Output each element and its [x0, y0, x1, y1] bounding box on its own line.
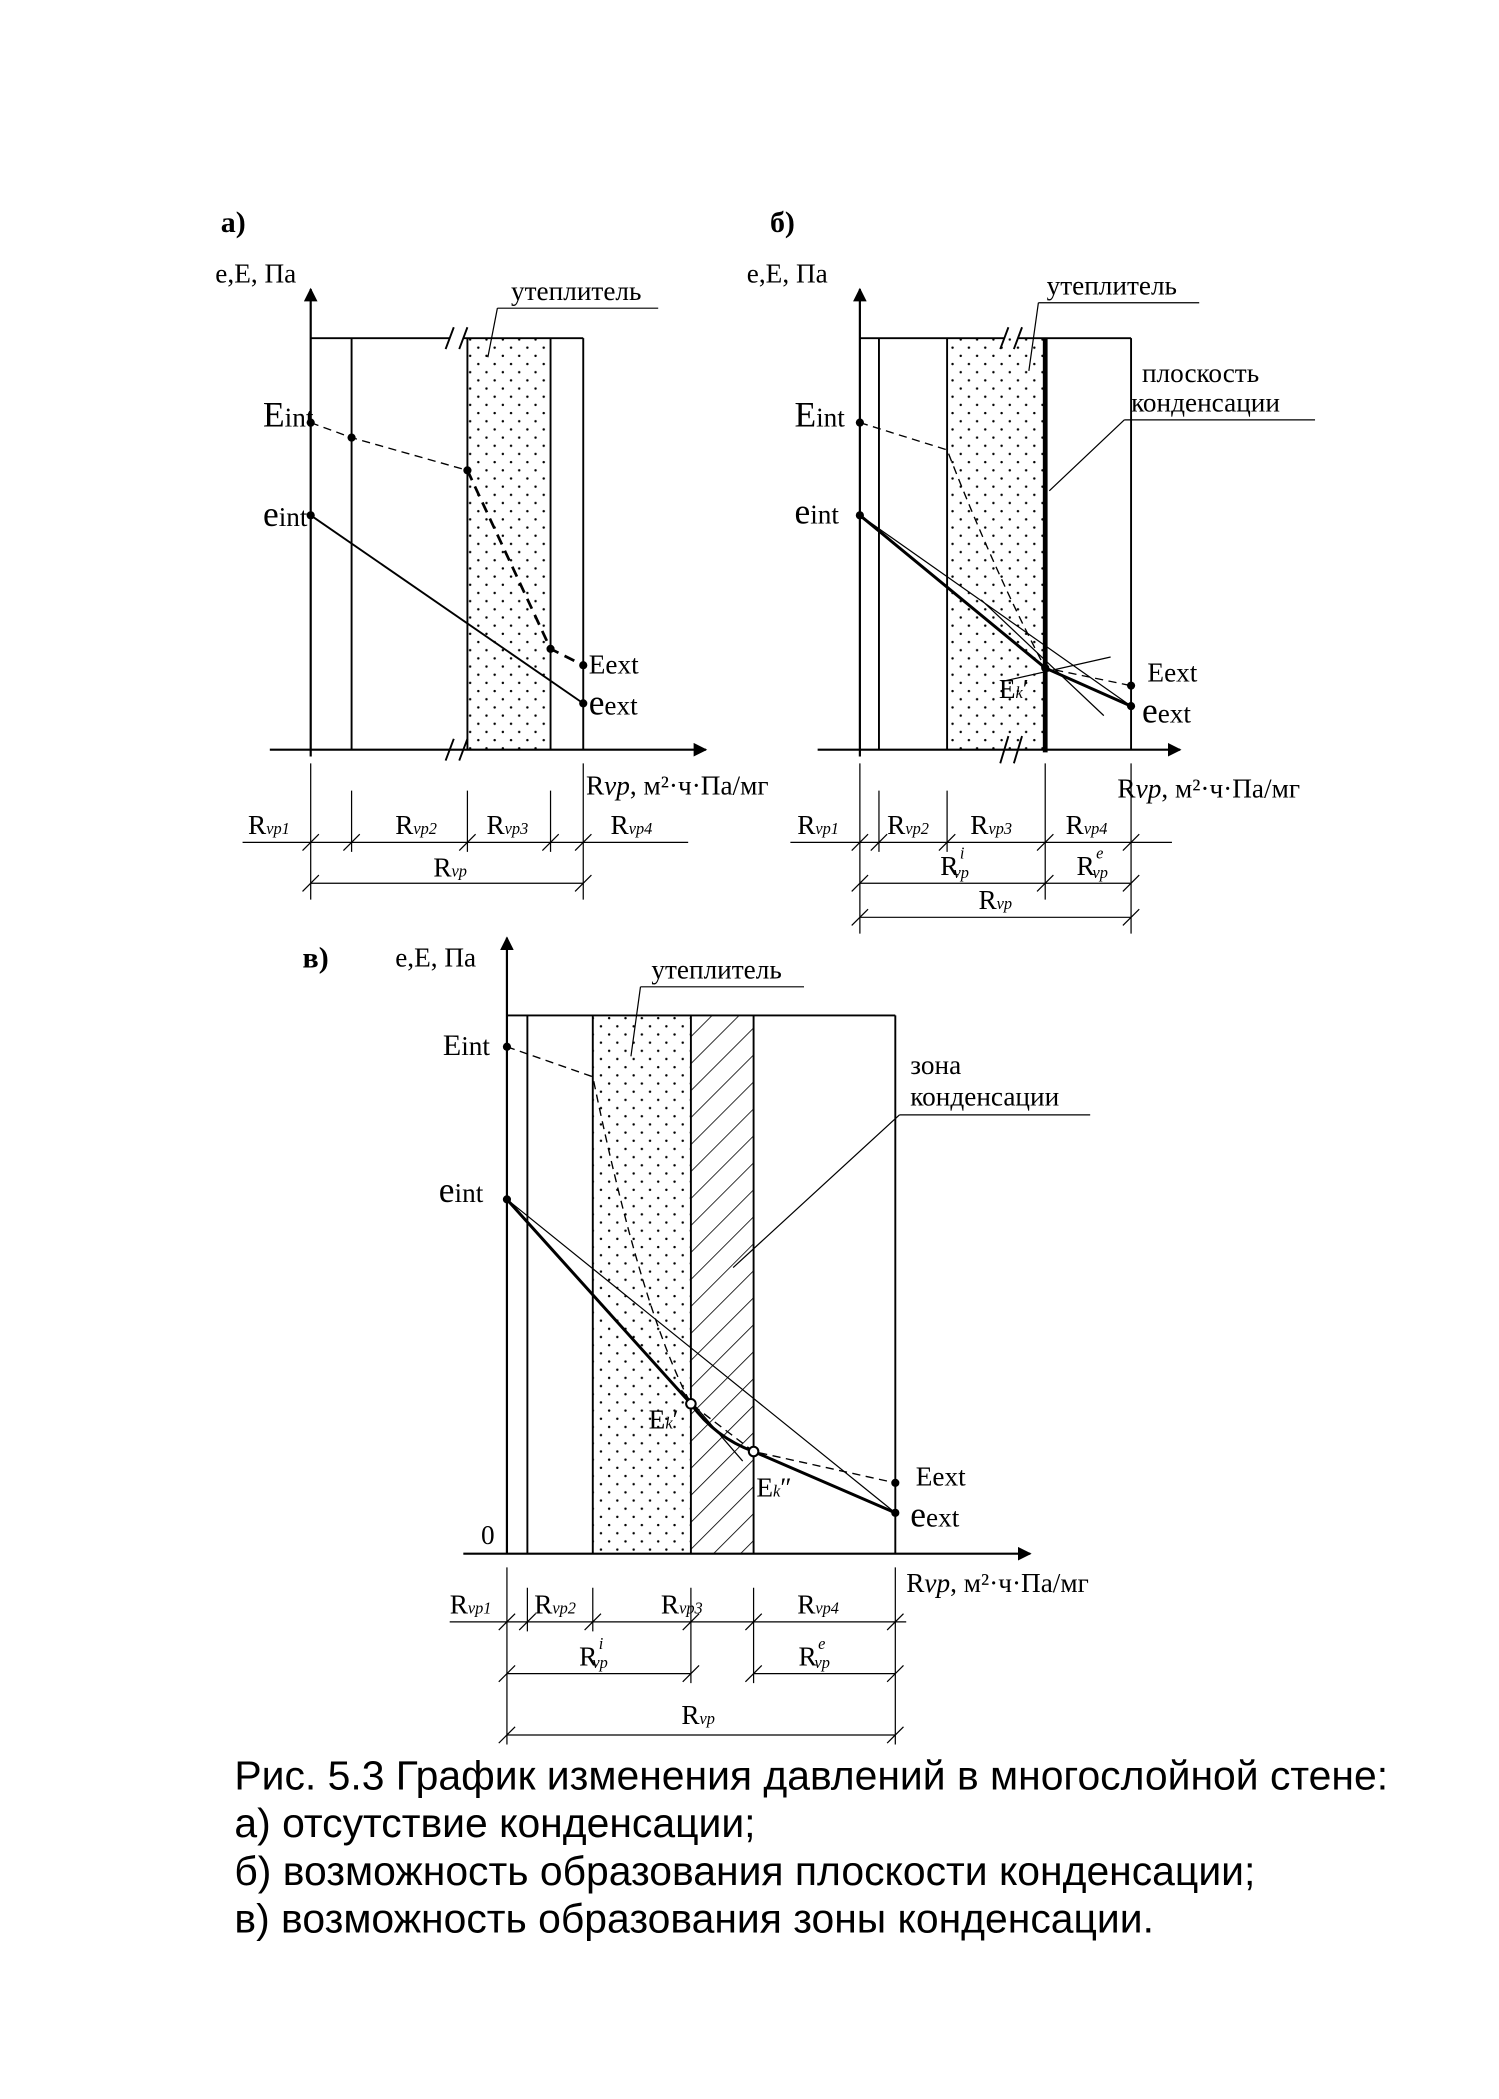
dim-rvp3: Rvp3	[486, 810, 528, 840]
panel-a: а) e,E, Па Eint eint Eext eext утеплител…	[215, 206, 769, 900]
insulation-label: утеплитель	[1047, 271, 1177, 301]
dim-rvp4: Rvp4	[797, 1590, 839, 1620]
panel-c: в) e,E, Па 0 Eint eint Eext eext Ek′ Ek″…	[303, 936, 1091, 1745]
caption: Рис. 5.3 График изменения давлений в мно…	[234, 1752, 1388, 1941]
dim-rvp1: Rvp1	[797, 810, 839, 840]
dim-rvp-total: Rvp	[433, 852, 467, 882]
e-int-label: eint	[794, 491, 839, 531]
condensation-plane-label-2: конденсации	[1131, 388, 1280, 418]
x-axis-label: Rvp, м²·ч·Па/мг	[906, 1568, 1089, 1598]
E-int-label: Eint	[443, 1029, 491, 1062]
E-int-label: Eint	[794, 395, 845, 435]
panel-b-tag: б)	[770, 206, 795, 239]
e-ext-label: eext	[589, 682, 638, 722]
caption-line: а) отсутствие конденсации;	[234, 1800, 755, 1846]
dim-rvp4: Rvp4	[1066, 810, 1108, 840]
dim-rvp-outer: Re vp	[799, 1634, 830, 1672]
origin-label: 0	[481, 1520, 495, 1550]
insulation-label: утеплитель	[651, 955, 781, 985]
x-axis-label: Rvp, м²·ч·Па/мг	[1117, 773, 1300, 803]
dim-rvp2: Rvp2	[534, 1590, 576, 1620]
caption-line: в) возможность образования зоны конденса…	[234, 1896, 1154, 1942]
condensation-zone	[690, 1015, 754, 1554]
panel-b-y-axis-label: e,E, Па	[747, 258, 828, 288]
dim-rvp3: Rvp3	[970, 810, 1012, 840]
condensation-zone-label-1: зона	[910, 1050, 961, 1080]
dim-rvp3: Rvp3	[661, 1590, 703, 1620]
Ek-prime-label: Ek′	[649, 1404, 679, 1434]
dim-rvp-outer: Re vp	[1077, 844, 1108, 882]
e-ext-label: eext	[910, 1494, 959, 1534]
saturation-pressure-line	[506, 1046, 896, 1484]
E-ext-label: Eext	[1147, 658, 1197, 688]
panel-c-y-axis-label: e,E, Па	[395, 942, 476, 972]
saturation-pressure-line	[310, 422, 468, 471]
dim-rvp1: Rvp1	[450, 1590, 492, 1620]
partial-pressure-line	[310, 514, 584, 705]
dim-rvp-total: Rvp	[681, 1700, 715, 1730]
saturation-pressure-line	[859, 421, 1132, 687]
E-int-label: Eint	[263, 395, 314, 435]
dim-rvp-total: Rvp	[978, 885, 1012, 915]
e-int-label: eint	[439, 1170, 484, 1210]
dim-rvp4: Rvp4	[611, 810, 653, 840]
dim-rvp2: Rvp2	[887, 810, 929, 840]
e-ext-label: eext	[1142, 690, 1191, 730]
panel-a-tag: а)	[221, 206, 246, 239]
insulation-layer	[947, 338, 1046, 750]
insulation-layer	[467, 338, 551, 750]
panel-a-y-axis-label: e,E, Па	[215, 258, 296, 288]
E-ext-label: Eext	[916, 1462, 966, 1492]
layer-boundaries	[526, 1015, 897, 1554]
caption-line: б) возможность образования плоскости кон…	[234, 1848, 1255, 1894]
x-axis-label: Rvp, м²·ч·Па/мг	[586, 771, 769, 801]
E-ext-label: Eext	[589, 649, 639, 679]
panel-c-tag: в)	[303, 942, 329, 975]
condensation-plane-label-1: плоскость	[1142, 358, 1259, 388]
Ek-prime-label: Ek′	[999, 674, 1029, 704]
insulation-label: утеплитель	[511, 276, 641, 306]
dim-rvp-inner: Ri vp	[579, 1634, 608, 1672]
e-int-label: eint	[263, 494, 308, 534]
panel-b: б) e,E, Па Eint eint Eext eext Ek′ утепл…	[747, 206, 1316, 934]
dim-rvp2: Rvp2	[395, 810, 437, 840]
Ek-double-prime-label: Ek″	[756, 1472, 791, 1502]
insulation-layer	[592, 1015, 691, 1554]
caption-line: Рис. 5.3 График изменения давлений в мно…	[234, 1752, 1388, 1798]
condensation-zone-label-2: конденсации	[910, 1081, 1059, 1111]
dim-rvp-inner: Ri vp	[940, 844, 969, 882]
dim-rvp1: Rvp1	[248, 810, 290, 840]
layer-boundaries	[878, 338, 1133, 750]
